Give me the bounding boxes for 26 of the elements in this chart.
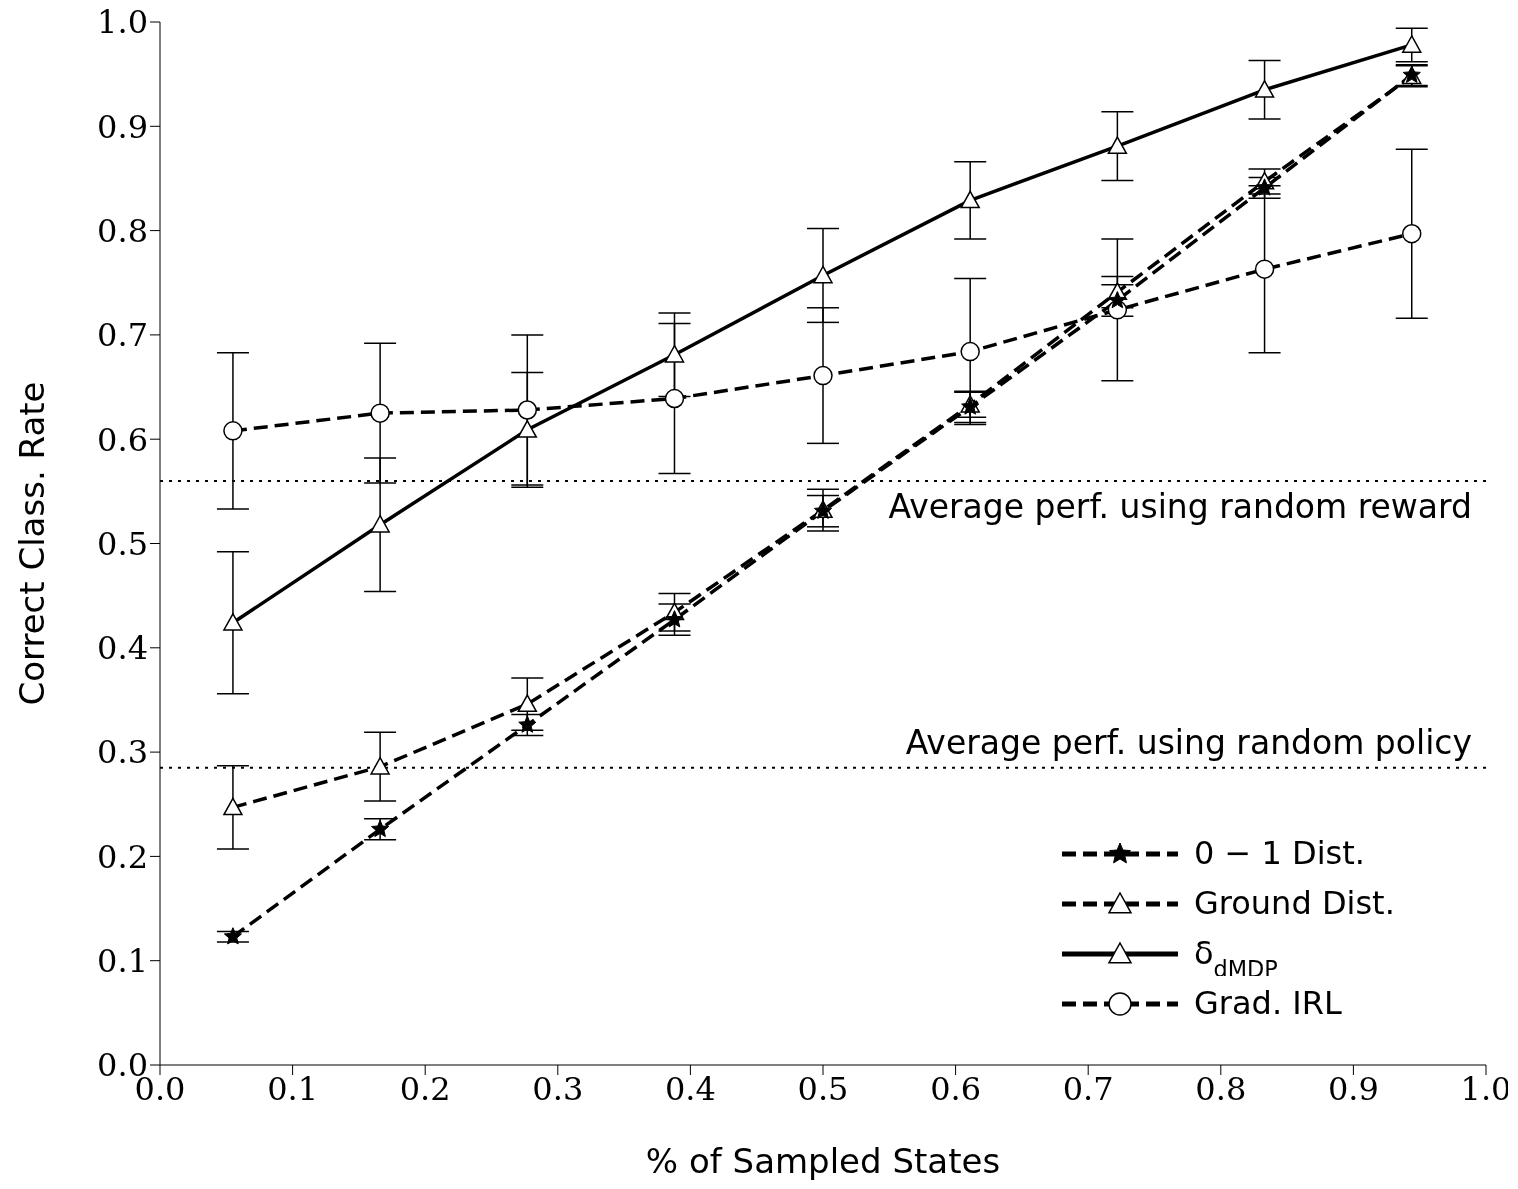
x-tick-label: 0.1	[267, 1069, 319, 1108]
ref-line-label: Average perf. using random policy	[905, 722, 1472, 762]
x-tick-label: 0.2	[399, 1069, 451, 1108]
legend-label: Ground Dist.	[1194, 884, 1395, 922]
legend-label: Grad. IRL	[1194, 984, 1342, 1022]
y-tick-label: 0.9	[97, 107, 148, 146]
x-axis-title: % of Sampled States	[645, 1141, 1001, 1181]
y-axis-title: Correct Class. Rate	[12, 381, 53, 706]
x-tick-label: 0.4	[664, 1069, 716, 1108]
x-tick-label: 0.9	[1327, 1069, 1379, 1108]
y-tick-label: 0.7	[97, 316, 148, 355]
x-tick-label: 0.8	[1195, 1069, 1247, 1108]
y-tick-label: 0.6	[97, 420, 148, 459]
y-tick-label: 0.4	[97, 629, 148, 668]
x-tick-label: 0.3	[532, 1069, 584, 1108]
ref-line-label: Average perf. using random reward	[888, 487, 1472, 527]
x-tick-label: 0.5	[797, 1069, 849, 1108]
y-tick-label: 0.3	[97, 733, 148, 772]
y-tick-label: 0.2	[97, 837, 148, 876]
y-tick-label: 1.0	[97, 3, 148, 42]
y-tick-label: 0.1	[97, 942, 148, 981]
x-tick-label: 0.7	[1062, 1069, 1114, 1108]
legend-label: 0 − 1 Dist.	[1194, 834, 1365, 872]
y-tick-label: 0.5	[97, 524, 148, 563]
y-tick-label: 0.8	[97, 211, 148, 250]
x-tick-label: 0.6	[930, 1069, 982, 1108]
